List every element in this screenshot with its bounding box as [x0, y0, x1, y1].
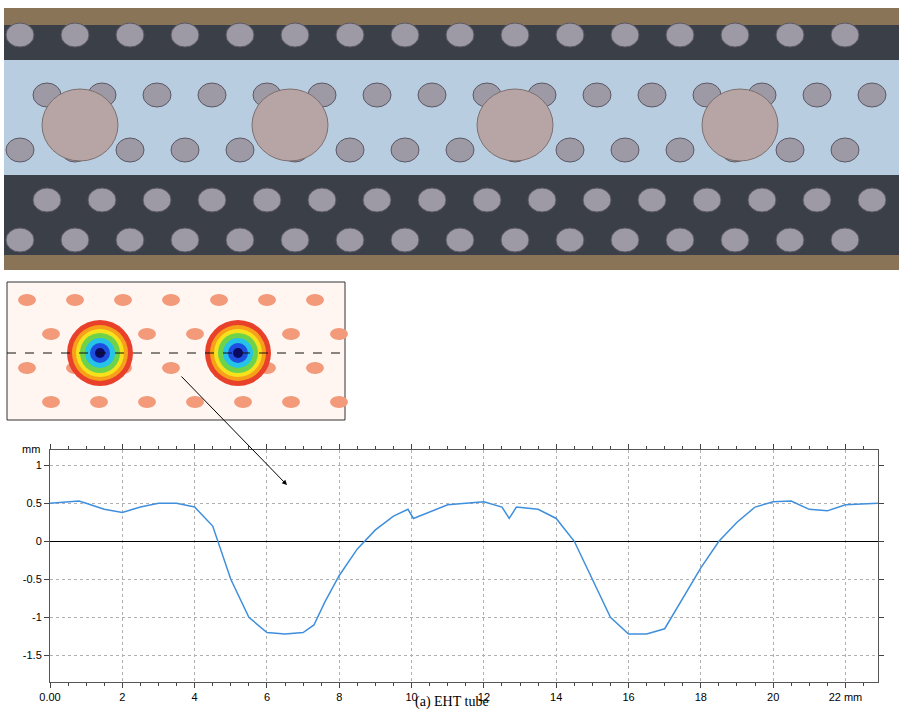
svg-text:12: 12 — [478, 691, 490, 703]
svg-text:(a) EHT tube: (a) EHT tube — [415, 694, 489, 710]
svg-text:mm: mm — [22, 443, 40, 455]
svg-text:14: 14 — [550, 691, 562, 703]
svg-text:2: 2 — [119, 691, 125, 703]
svg-text:1: 1 — [36, 459, 42, 471]
svg-text:0.00: 0.00 — [39, 691, 60, 703]
svg-text:10: 10 — [405, 691, 417, 703]
svg-text:8: 8 — [336, 691, 342, 703]
svg-text:4: 4 — [192, 691, 198, 703]
svg-text:-0.5: -0.5 — [23, 573, 42, 585]
svg-text:22 mm: 22 mm — [829, 691, 863, 703]
svg-text:-1.5: -1.5 — [23, 649, 42, 661]
svg-text:0: 0 — [36, 535, 42, 547]
svg-text:18: 18 — [695, 691, 707, 703]
svg-text:6: 6 — [264, 691, 270, 703]
svg-text:20: 20 — [767, 691, 779, 703]
svg-text:16: 16 — [622, 691, 634, 703]
svg-text:-1: -1 — [32, 611, 42, 623]
svg-text:0.5: 0.5 — [27, 497, 42, 509]
